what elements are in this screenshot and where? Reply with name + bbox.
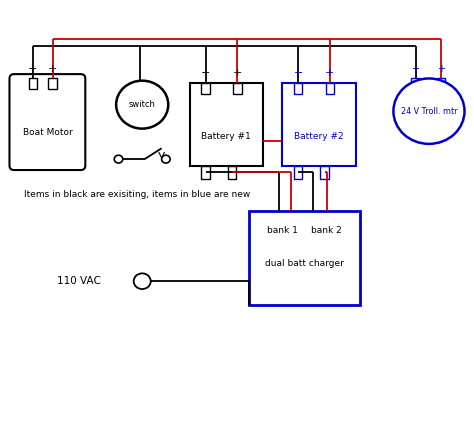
Text: +: + [233,68,242,78]
FancyBboxPatch shape [233,83,242,94]
Text: +: + [48,64,57,74]
FancyBboxPatch shape [282,83,356,166]
FancyBboxPatch shape [326,83,334,94]
Text: −: − [201,68,210,78]
Text: bank 1: bank 1 [267,226,298,235]
FancyBboxPatch shape [294,166,302,179]
Text: 24 V Troll. mtr: 24 V Troll. mtr [401,107,457,116]
FancyBboxPatch shape [249,211,360,305]
Text: +: + [437,64,445,74]
FancyBboxPatch shape [437,78,445,89]
FancyBboxPatch shape [411,78,420,89]
Text: +: + [325,68,335,78]
FancyBboxPatch shape [9,74,85,170]
Text: −: − [411,64,420,74]
FancyBboxPatch shape [201,83,210,94]
Text: Battery #2: Battery #2 [294,132,344,141]
Text: switch: switch [129,100,155,109]
Text: −: − [293,68,303,78]
FancyBboxPatch shape [228,166,237,179]
FancyBboxPatch shape [201,166,210,179]
Text: Boat Motor: Boat Motor [23,128,72,137]
Circle shape [134,273,151,289]
Text: 110 VAC: 110 VAC [57,276,101,286]
FancyBboxPatch shape [48,78,57,89]
Text: Items in black are exisiting, items in blue are new: Items in black are exisiting, items in b… [24,190,250,198]
Circle shape [116,81,168,129]
Text: dual batt charger: dual batt charger [265,259,344,268]
Text: Battery #1: Battery #1 [201,132,251,141]
FancyBboxPatch shape [28,78,37,89]
FancyBboxPatch shape [320,166,329,179]
Text: bank 2: bank 2 [311,226,342,235]
Text: −: − [28,64,37,74]
Circle shape [393,78,465,144]
FancyBboxPatch shape [190,83,263,166]
FancyBboxPatch shape [294,83,302,94]
